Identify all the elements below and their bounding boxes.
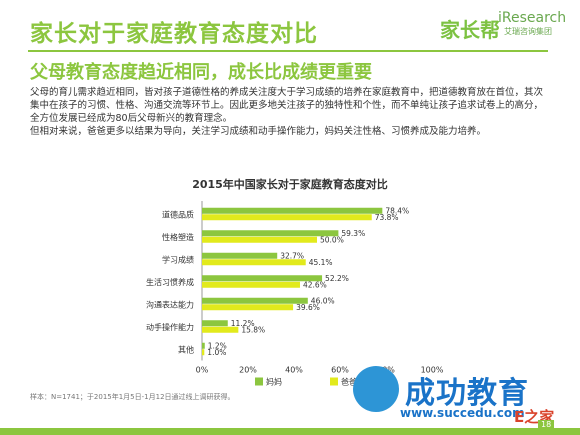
category-label: 性格塑造 (162, 232, 194, 242)
footer-bar (0, 428, 580, 435)
bar-dad (202, 304, 294, 311)
data-label-dad: 15.8% (241, 325, 265, 334)
bar-mom (202, 320, 228, 327)
bar-mom (202, 252, 278, 259)
bar-chart: 道德品质 78.4%73.8% 性格塑造 59.3%50.0% 学习成绩 32.7% 45.… (146, 201, 444, 387)
bar-mom (202, 297, 308, 304)
page-subtitle: 父母教育态度趋近相同，成长比成绩更重要 (30, 62, 372, 83)
page-number: 18 (538, 420, 555, 429)
data-label-mom: 1.2% (208, 341, 227, 350)
data-label-mom: 52.2% (325, 274, 349, 283)
bar-mom (202, 275, 323, 282)
legend-swatch-dad (330, 377, 338, 386)
x-tick-label: 40% (285, 366, 303, 375)
data-label-mom: 46.0% (311, 296, 335, 305)
watermark-globe-icon (353, 366, 399, 412)
logo-iresearch: iResearch 艾瑞咨询集团 (498, 10, 567, 37)
bar-dad (202, 326, 239, 333)
category-label: 生活习惯养成 (146, 277, 194, 287)
x-tick-label: 0% (196, 366, 209, 375)
sample-note: 样本：N=1741；于2015年1月5日-1月12日通过线上调研获得。 (30, 393, 235, 401)
watermark-text: 成功教育 (405, 376, 529, 411)
logo-iresearch-name: iResearch (498, 10, 567, 26)
body-paragraph-1: 父母的育儿需求趋近相同，皆对孩子道德性格的养成关注度大于学习成绩的培养在家庭教育… (30, 87, 544, 124)
x-tick-label: 100% (421, 366, 444, 375)
bar-dad (202, 214, 372, 221)
bar-mom (202, 230, 339, 237)
x-tick-label: 60% (331, 366, 349, 375)
bar-mom (202, 342, 205, 349)
x-tick-label: 20% (239, 366, 257, 375)
bar-dad (202, 236, 317, 243)
body-text: 父母的育儿需求趋近相同，皆对孩子道德性格的养成关注度大于学习成绩的培养在家庭教育… (30, 86, 550, 138)
data-label-dad: 50.0% (320, 235, 344, 244)
legend-label-dad: 爸爸 (341, 377, 357, 387)
data-label-dad: 45.1% (309, 258, 333, 267)
category-label: 其他 (178, 344, 194, 354)
data-label-dad: 73.8% (375, 213, 399, 222)
category-label: 动手操作能力 (146, 322, 194, 332)
logo-iresearch-sub: 艾瑞咨询集团 (504, 27, 552, 36)
logo-jiazhangbang: 家长帮 (440, 18, 500, 42)
legend-swatch-mom (255, 377, 263, 386)
category-label: 道德品质 (162, 209, 194, 219)
data-label-dad: 39.6% (296, 303, 320, 312)
title-divider (28, 50, 548, 52)
legend-label-mom: 妈妈 (266, 377, 282, 387)
watermark-url: www.succedu.com (400, 406, 525, 420)
data-label-mom: 59.3% (341, 229, 365, 238)
data-label-mom: 78.4% (385, 206, 409, 215)
bar-dad (202, 259, 306, 266)
data-label-mom: 11.2% (231, 319, 255, 328)
category-label: 学习成绩 (162, 254, 194, 264)
bar-dad (202, 349, 205, 356)
data-label-mom: 32.7% (280, 251, 304, 260)
body-paragraph-2: 但相对来说，爸爸更多以结果为导向，关注学习成绩和动手操作能力，妈妈关注性格、习惯… (30, 126, 487, 137)
bar-mom (202, 207, 383, 214)
data-label-dad: 42.6% (303, 280, 327, 289)
bar-dad (202, 281, 300, 288)
data-label-dad: 1.0% (207, 348, 226, 357)
category-label: 沟通表达能力 (146, 299, 194, 309)
chart-title: 2015年中国家长对于家庭教育态度对比 (192, 178, 388, 191)
page-title: 家长对于家庭教育态度对比 (30, 21, 318, 47)
watermark: 成功教育 www.succedu.com (345, 362, 570, 428)
